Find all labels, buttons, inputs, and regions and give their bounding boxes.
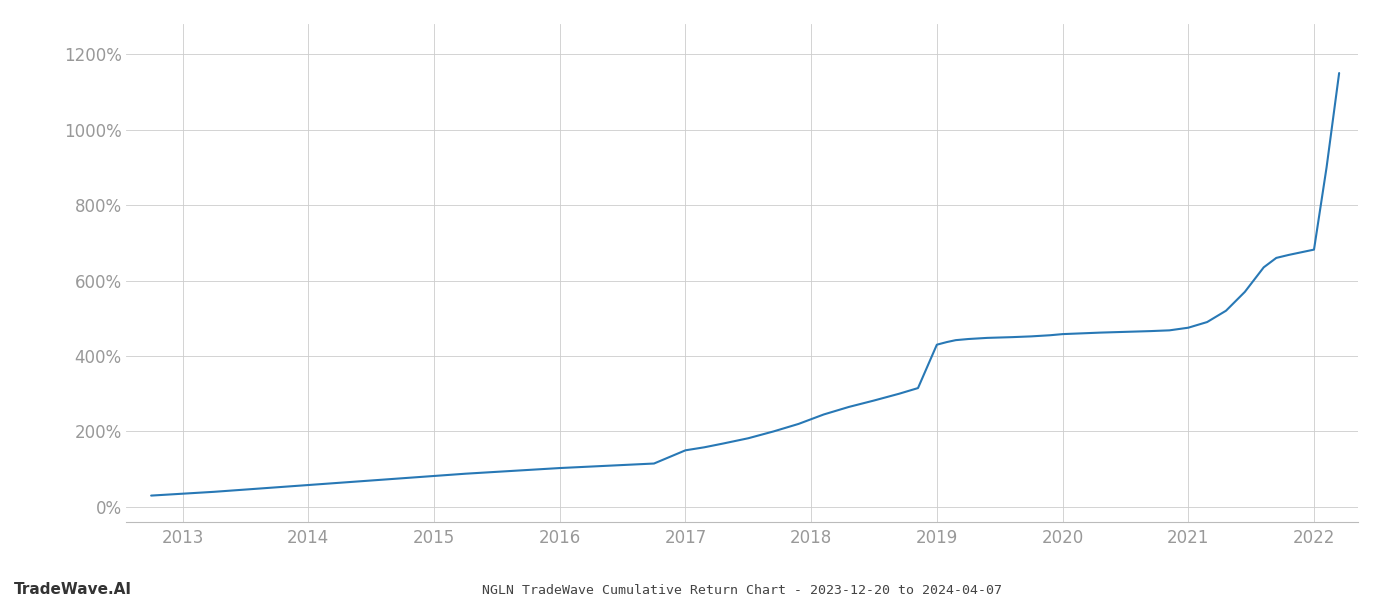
Text: TradeWave.AI: TradeWave.AI	[14, 582, 132, 597]
Text: NGLN TradeWave Cumulative Return Chart - 2023-12-20 to 2024-04-07: NGLN TradeWave Cumulative Return Chart -…	[482, 584, 1002, 597]
